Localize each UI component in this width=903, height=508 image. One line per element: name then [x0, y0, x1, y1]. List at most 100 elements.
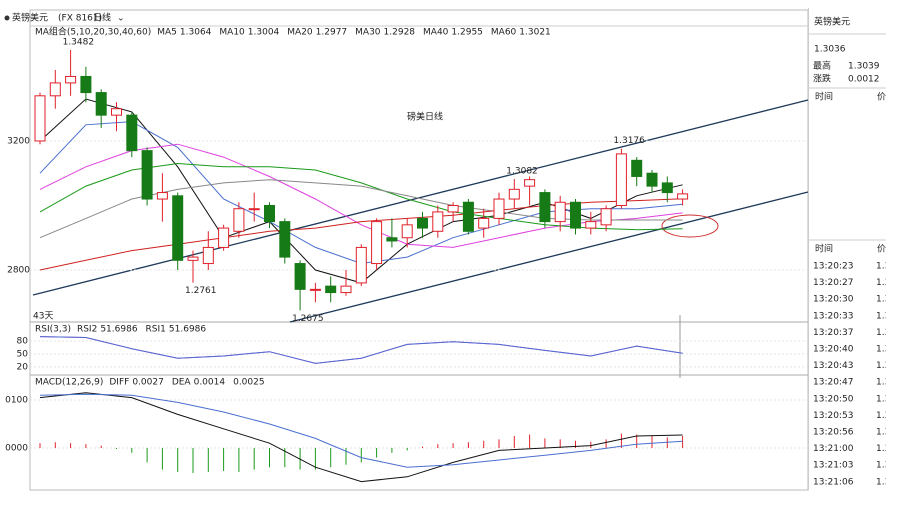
candle-body	[677, 193, 689, 200]
candle-body	[570, 201, 581, 229]
price-annotation: 1.2675	[292, 314, 324, 324]
tick-price: 1.3	[876, 278, 890, 288]
legend-name: RSI2	[77, 325, 97, 335]
tick-price: 1.3	[876, 411, 890, 421]
chart-frame	[29, 9, 809, 491]
tick-time: 13:20:33	[813, 311, 853, 321]
tick-price: 1.3	[876, 428, 890, 438]
candle-body	[462, 201, 474, 232]
price-annotation: 1.3082	[506, 167, 538, 177]
label: 涨跌	[813, 74, 831, 85]
tick-time: 13:21:00	[813, 444, 854, 454]
y-tick-label: 50	[17, 349, 29, 359]
tick-price: 1.3	[876, 295, 890, 305]
tick-price: 1.3	[876, 345, 890, 355]
label: 价	[877, 244, 886, 255]
candle-body	[202, 246, 214, 265]
candle-body	[233, 208, 245, 232]
candle-body	[264, 204, 275, 223]
legend-name: MA40	[423, 28, 449, 38]
label: 价	[877, 92, 886, 103]
tick-time: 13:20:56	[813, 428, 854, 438]
candle-body	[493, 198, 505, 219]
price-annotation: 1.2761	[185, 286, 217, 296]
candle-body	[279, 221, 291, 258]
legend-name: DIFF	[109, 378, 129, 388]
candle-body	[340, 285, 352, 294]
candle-body	[218, 227, 230, 248]
tick-price: 1.3	[876, 444, 890, 454]
label: 时间	[815, 91, 833, 103]
trend-line	[289, 191, 809, 323]
tick-time: 13:20:30	[813, 295, 854, 305]
tick-price: 1.3	[876, 328, 890, 338]
candle-body	[80, 75, 92, 94]
candle-body	[111, 108, 122, 116]
candle-body	[95, 92, 107, 116]
legend-value: 1.3004	[248, 28, 280, 38]
label: 时间	[815, 243, 833, 255]
legend-title: MA组合(5,10,20,30,40,60)	[35, 26, 151, 38]
tick-price: 1.3	[876, 477, 890, 487]
legend-name: MA30	[355, 28, 381, 38]
candle-body	[156, 192, 168, 200]
candle-body	[539, 192, 551, 223]
candle-body	[65, 75, 77, 84]
tick-price: 1.3	[876, 394, 890, 404]
y-tick-label: 2800	[7, 266, 30, 276]
series-line	[39, 336, 683, 364]
tick-price: 1.3	[876, 361, 890, 371]
candle-body	[508, 188, 520, 200]
legend-value: 51.6986	[100, 325, 137, 335]
label: 最高	[813, 60, 831, 72]
dropdown[interactable]: ⌄	[117, 14, 125, 24]
candle-body	[355, 246, 367, 284]
legend-value: 1.3064	[180, 28, 212, 38]
candle-body	[34, 95, 46, 142]
price-annotation: 1.3176	[613, 136, 645, 146]
legend-value: 51.6986	[169, 325, 206, 335]
candle-body	[401, 224, 413, 239]
legend-name: RSI1	[146, 325, 166, 335]
period[interactable]: 日线	[93, 12, 111, 24]
candle-body	[447, 204, 459, 213]
candle-body	[417, 217, 428, 229]
code[interactable]: (FX 8161)	[58, 14, 102, 24]
legend-value: 0.0027	[132, 378, 164, 388]
tick-time: 13:20:47	[813, 378, 853, 388]
tick-time: 13:20:53	[813, 411, 853, 421]
candle-body	[248, 208, 260, 211]
candle-body	[524, 179, 536, 187]
tick-price: 1.3	[876, 461, 890, 471]
chart-title: 磅美日线	[407, 111, 443, 123]
legend-title: RSI(3,3)	[35, 325, 71, 335]
legend-value: 1.2928	[384, 28, 416, 38]
y-tick-label: 20	[17, 362, 29, 372]
tick-time: 13:20:37	[813, 328, 853, 338]
candle-body	[187, 256, 199, 261]
value: 1.3039	[848, 62, 880, 72]
candle-body	[371, 221, 383, 265]
candle-body	[585, 221, 597, 229]
y-tick-label: 80	[17, 336, 29, 346]
legend-name: MA20	[287, 28, 313, 38]
quote-symbol: 英镑美元	[814, 16, 850, 28]
y-tick-label: 0000	[5, 444, 28, 454]
tick-time: 13:21:03	[813, 461, 853, 471]
candle-body	[141, 150, 153, 200]
candle-body	[600, 208, 612, 226]
legend-name: MA60	[491, 28, 517, 38]
tick-time: 13:20:50	[813, 394, 854, 404]
tick-time: 13:20:23	[813, 262, 853, 272]
candle-body	[646, 172, 658, 187]
candle-body	[554, 201, 566, 223]
series-line	[39, 392, 683, 483]
candle-body	[294, 263, 306, 290]
period-label: 43天	[33, 312, 53, 322]
tick-price: 1.3	[876, 262, 890, 272]
candle-body	[126, 114, 138, 152]
tick-price: 1.3	[876, 378, 890, 388]
candle-body	[631, 159, 643, 177]
tick-time: 13:20:40	[813, 345, 854, 355]
